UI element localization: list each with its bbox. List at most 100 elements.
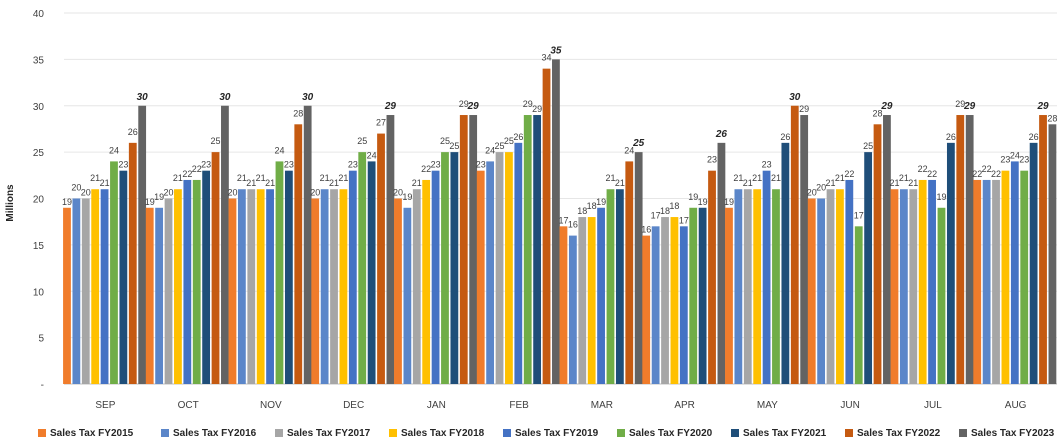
data-label: 22 [991, 169, 1001, 179]
bar-sales-tax-fy2021-feb [533, 115, 542, 385]
legend-label: Sales Tax FY2016 [173, 428, 257, 439]
legend-swatch [845, 429, 853, 437]
data-label: 21 [605, 173, 615, 183]
x-tick-label: JUN [840, 400, 859, 411]
bar-sales-tax-fy2020-aug [1020, 170, 1029, 384]
bar-sales-tax-fy2017-aug [992, 179, 1000, 384]
bar-sales-tax-fy2016-dec [320, 189, 329, 384]
bar-sales-tax-fy2023-aug [1048, 124, 1057, 385]
legend-item[interactable]: Sales Tax FY2018 [389, 428, 485, 439]
data-label: 25 [495, 141, 505, 151]
x-tick-label: SEP [95, 400, 115, 411]
bar-sales-tax-fy2016-oct [155, 207, 164, 384]
bar-sales-tax-fy2018-jul [918, 179, 927, 384]
legend[interactable]: Sales Tax FY2015 Sales Tax FY2016 Sales Ta… [38, 428, 1055, 439]
bar-sales-tax-fy2020-nov [275, 161, 284, 384]
data-label: 23 [762, 160, 772, 170]
bar-sales-tax-fy2019-dec [348, 170, 357, 384]
data-label: 21 [100, 178, 110, 188]
bar-sales-tax-fy2022-feb [542, 68, 551, 385]
y-axis-label: Millions [5, 184, 16, 222]
bar-sales-tax-fy2023-oct [221, 105, 229, 384]
legend-item[interactable]: Sales Tax FY2022 [845, 428, 941, 439]
data-label: 20 [393, 188, 403, 198]
x-tick-label: DEC [343, 400, 364, 411]
bar-sales-tax-fy2015-mar [559, 226, 568, 384]
bar-sales-tax-fy2021-jun [864, 152, 873, 384]
data-label: 25 [440, 136, 450, 146]
x-tick-label: OCT [178, 400, 199, 411]
y-tick-label: 5 [38, 334, 44, 345]
bar-sales-tax-fy2021-may [781, 142, 790, 384]
bar-sales-tax-fy2018-may [753, 189, 762, 384]
data-label: 25 [449, 141, 459, 151]
bar-sales-tax-fy2022-oct [211, 152, 220, 384]
bar-sales-tax-fy2017-jul [909, 189, 918, 384]
bar-sales-tax-fy2016-jul [899, 189, 908, 384]
bar-sales-tax-fy2022-mar [625, 161, 634, 384]
data-label: 30 [137, 92, 149, 103]
bar-sales-tax-fy2023-jul [965, 115, 974, 385]
bar-sales-tax-fy2023-jan [469, 115, 478, 385]
bar-sales-tax-fy2022-apr [708, 170, 716, 384]
bar-sales-tax-fy2021-apr [698, 207, 707, 384]
data-label: 28 [1047, 113, 1057, 123]
bar-sales-tax-fy2016-apr [651, 226, 660, 384]
bar-sales-tax-fy2021-aug [1029, 142, 1038, 384]
data-label: 21 [908, 178, 918, 188]
legend-item[interactable]: Sales Tax FY2019 [503, 428, 599, 439]
bar-sales-tax-fy2017-apr [661, 217, 669, 384]
bar-sales-tax-fy2021-mar [615, 189, 624, 384]
bar-sales-tax-fy2018-dec [339, 189, 348, 384]
legend-item[interactable]: Sales Tax FY2017 [275, 428, 371, 439]
data-label: 23 [284, 160, 294, 170]
data-label: 21 [743, 178, 753, 188]
bar-sales-tax-fy2020-oct [192, 179, 201, 384]
bar-sales-tax-fy2022-may [790, 105, 799, 384]
data-label: 20 [164, 188, 174, 198]
y-tick-label: 40 [33, 9, 45, 20]
data-label: 26 [946, 132, 956, 142]
x-tick-label: MAR [591, 400, 613, 411]
y-tick-label: 15 [33, 241, 45, 252]
bar-sales-tax-fy2020-feb [523, 115, 532, 385]
bar-sales-tax-fy2021-jan [450, 152, 459, 384]
bar-sales-tax-fy2023-jun [883, 115, 891, 385]
data-label: 19 [402, 192, 412, 202]
bar-sales-tax-fy2018-oct [174, 189, 182, 384]
bar-sales-tax-fy2022-dec [377, 133, 385, 384]
data-label: 29 [799, 104, 809, 114]
data-label: 22 [982, 164, 992, 174]
bar-sales-tax-fy2019-aug [1010, 161, 1019, 384]
bar-sales-tax-fy2015-feb [476, 170, 485, 384]
bar-sales-tax-fy2023-nov [303, 105, 312, 384]
data-label: 21 [899, 173, 909, 183]
legend-item[interactable]: Sales Tax FY2023 [959, 428, 1055, 439]
legend-item[interactable]: Sales Tax FY2015 [38, 428, 134, 439]
bar-sales-tax-fy2015-jul [890, 189, 899, 384]
legend-item[interactable]: Sales Tax FY2020 [617, 428, 713, 439]
legend-label: Sales Tax FY2023 [971, 428, 1055, 439]
data-label: 17 [651, 210, 661, 220]
legend-item[interactable]: Sales Tax FY2021 [731, 428, 827, 439]
bar-sales-tax-fy2017-sep [81, 198, 90, 384]
bar-sales-tax-fy2021-jul [946, 142, 955, 384]
legend-item[interactable]: Sales Tax FY2016 [161, 428, 257, 439]
bar-sales-tax-fy2023-apr [717, 142, 726, 384]
bar-sales-tax-fy2020-may [772, 189, 780, 384]
bar-sales-tax-fy2017-jan [412, 189, 421, 384]
data-label: 16 [641, 225, 651, 235]
legend-swatch [503, 429, 511, 437]
legend-label: Sales Tax FY2021 [743, 428, 827, 439]
data-label: 25 [211, 136, 221, 146]
bar-sales-tax-fy2020-jan [441, 152, 449, 384]
bar-sales-tax-fy2022-sep [128, 142, 137, 384]
data-label: 20 [310, 188, 320, 198]
data-label: 16 [568, 220, 578, 230]
bar-sales-tax-fy2015-nov [228, 198, 237, 384]
data-label: 18 [577, 206, 587, 216]
bar-sales-tax-fy2020-dec [358, 152, 367, 384]
data-label: 21 [90, 173, 100, 183]
bar-sales-tax-fy2023-sep [138, 105, 147, 384]
